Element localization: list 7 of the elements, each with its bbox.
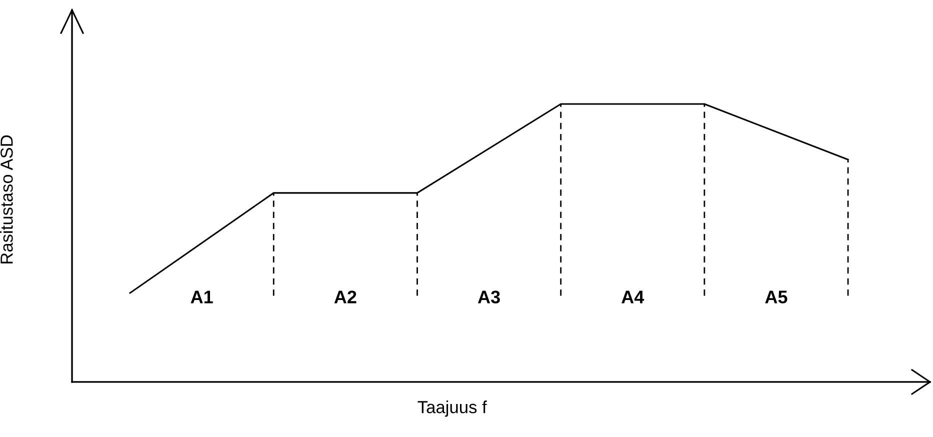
x-axis-title: Taajuus f — [418, 400, 487, 417]
y-axis-title: Rasitustaso ASD — [0, 135, 13, 264]
annotation: A2 — [334, 290, 356, 304]
annotation: A5 — [765, 290, 788, 304]
annotation: A3 — [478, 290, 500, 304]
annotation: A1 — [190, 290, 213, 304]
annotation: A4 — [622, 290, 644, 304]
